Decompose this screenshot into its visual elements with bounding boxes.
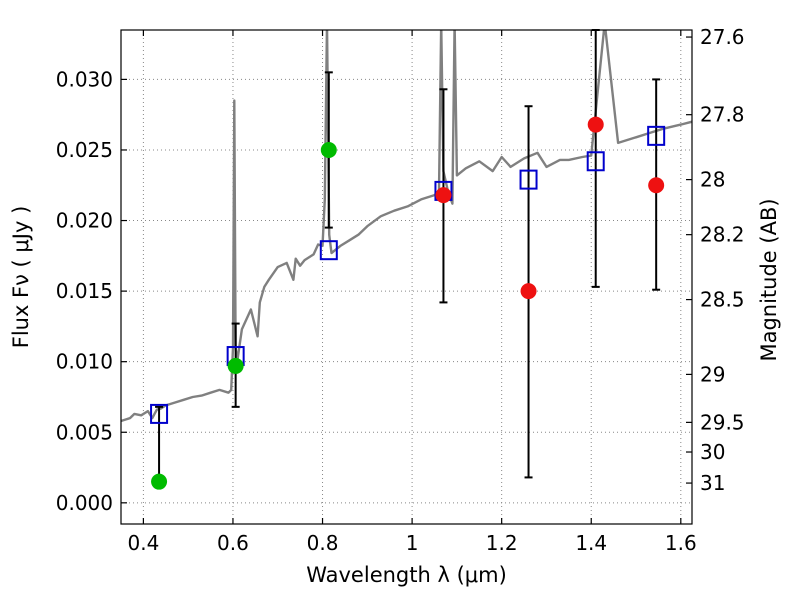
observed-point <box>320 141 337 158</box>
observed-point <box>520 283 537 300</box>
model-photometry-point <box>519 169 538 190</box>
right-tick-label: 27.8 <box>700 103 745 127</box>
error-bars <box>155 29 661 483</box>
y-tick-label: 0.020 <box>56 209 113 233</box>
y-tick-label: 0.005 <box>56 420 113 444</box>
right-tick-label: 29.5 <box>700 410 745 434</box>
right-tick-label: 28 <box>700 168 725 192</box>
model-photometry-point <box>319 240 338 261</box>
y-tick-label: 0.015 <box>56 279 113 303</box>
model-photometry-point <box>586 151 605 172</box>
plot-frame <box>120 29 693 525</box>
x-tick-label: 1.2 <box>486 531 518 555</box>
right-tick-label: 28.5 <box>700 288 745 312</box>
model-photometry-point <box>150 403 169 424</box>
observed-point <box>151 473 168 490</box>
axis-ticks: 0.4 0.6 0.8 1 1.2 1.4 1.6 0.000 0.005 0.010 0.015 0… <box>56 25 745 555</box>
y-tick-label: 0.030 <box>56 67 113 91</box>
observed-point <box>648 177 665 194</box>
model-spectrum-line <box>121 30 692 423</box>
x-tick-label: 1.4 <box>575 531 607 555</box>
observed-point <box>435 187 452 204</box>
x-tick-label: 1 <box>406 531 419 555</box>
x-tick-label: 1.6 <box>665 531 697 555</box>
model-photometry-squares <box>150 125 666 424</box>
observed-point <box>587 116 604 133</box>
x-axis-title: Wavelength λ (μm) <box>306 563 507 587</box>
x-tick-label: 0.6 <box>217 531 249 555</box>
right-tick-label: 27.6 <box>700 25 745 49</box>
observed-points <box>151 116 665 490</box>
right-tick-label: 28.2 <box>700 223 745 247</box>
x-tick-label: 0.8 <box>307 531 339 555</box>
x-tick-label: 0.4 <box>127 531 159 555</box>
observed-point <box>227 357 244 374</box>
model-photometry-point <box>647 125 666 146</box>
right-tick-label: 29 <box>700 362 725 386</box>
y-axis-left-title: Flux Fν ( μJy ) <box>9 206 33 349</box>
y-tick-label: 0.025 <box>56 138 113 162</box>
y-tick-label: 0.000 <box>56 491 113 515</box>
y-axis-right-title: Magnitude (AB) <box>757 198 781 361</box>
right-tick-label: 30 <box>700 440 725 464</box>
y-tick-label: 0.010 <box>56 350 113 374</box>
model-spectrum <box>121 30 692 423</box>
right-tick-label: 31 <box>700 471 725 495</box>
grid-lines <box>121 30 692 524</box>
